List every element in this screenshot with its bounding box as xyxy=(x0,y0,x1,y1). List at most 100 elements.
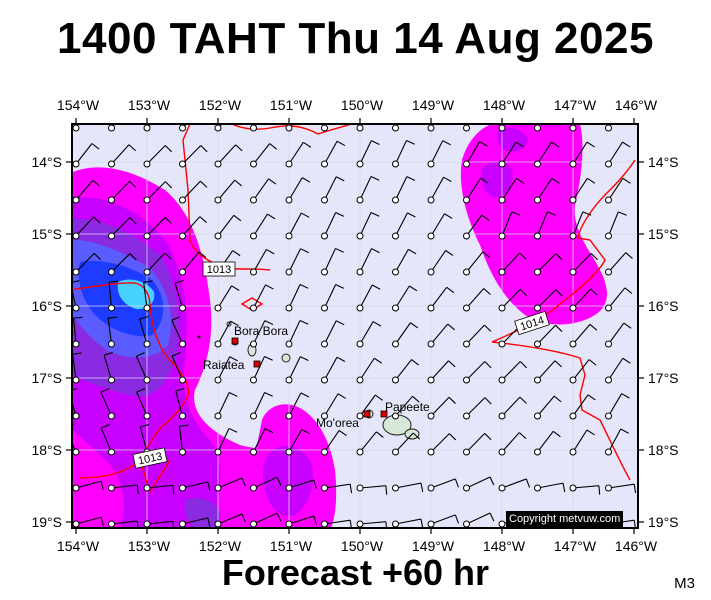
wind-station-circle xyxy=(605,160,612,168)
wind-station-circle xyxy=(605,268,612,276)
wind-station-circle xyxy=(427,232,435,240)
wind-barb-feather xyxy=(376,431,384,438)
wind-station-circle xyxy=(641,269,647,275)
wind-barb-shaft xyxy=(72,441,77,453)
svg-text:148°W: 148°W xyxy=(483,538,526,554)
wind-barb-shaft xyxy=(253,356,266,381)
wind-barb-shaft xyxy=(217,477,243,489)
wind-barb-feather xyxy=(519,396,527,404)
isobar-diamond xyxy=(240,297,264,311)
wind-barb-feather xyxy=(551,141,560,148)
svg-text:149°W: 149°W xyxy=(412,538,455,554)
wind-station-circle xyxy=(179,484,186,492)
wind-station-circle xyxy=(108,340,115,348)
island-huahine xyxy=(281,353,291,363)
wind-station-circle xyxy=(321,268,328,276)
wind-station-circle xyxy=(534,232,541,240)
wind-station-circle xyxy=(72,268,80,276)
wind-barb-shaft xyxy=(430,478,456,489)
wind-barb-feather xyxy=(375,394,383,401)
wind-station-circle xyxy=(285,304,293,312)
wind-barb-feather xyxy=(100,517,104,527)
wind-barb-shaft xyxy=(608,483,635,489)
lon-labels-top: 154°W 153°W 152°W 151°W 150°W 149°W 148°… xyxy=(57,97,658,113)
wind-barb-feather xyxy=(489,476,495,486)
wind-station-circle xyxy=(605,124,612,132)
wind-barb-shaft xyxy=(171,355,184,381)
wind-station-circle xyxy=(179,376,186,384)
wind-barb-feather xyxy=(484,433,492,441)
svg-text:146°W: 146°W xyxy=(615,97,658,113)
wind-barb-feather xyxy=(164,252,172,260)
wind-station-circle xyxy=(463,412,470,420)
wind-barb-shaft xyxy=(359,485,386,489)
wind-barb-feather xyxy=(484,361,492,369)
wind-station-circle xyxy=(392,304,399,312)
wind-barb-shaft xyxy=(288,141,304,165)
forecast-subtitle: Forecast +60 hr xyxy=(221,552,490,593)
wind-barb-feather xyxy=(136,484,139,495)
wind-station-circle xyxy=(321,232,328,240)
wind-barb-feather xyxy=(659,287,666,292)
wind-station-circle xyxy=(179,196,186,204)
wind-barb-shaft xyxy=(501,432,520,453)
svg-text:15°S: 15°S xyxy=(31,226,62,242)
wind-barb-shaft xyxy=(217,144,236,165)
isobar-labels: 1013 1013 1014 xyxy=(132,261,550,469)
wind-station-circle xyxy=(108,232,115,240)
wind-station-circle xyxy=(321,160,328,168)
wind-barb-shaft xyxy=(395,212,408,237)
copyright-notice: Copyright metvuw.com xyxy=(506,511,624,527)
wind-station-circle xyxy=(498,304,506,312)
wind-station-circle xyxy=(534,484,541,492)
rain-band-south xyxy=(248,404,337,528)
wind-barb-shaft xyxy=(253,392,266,417)
wind-station-circle xyxy=(250,196,257,204)
wind-station-circle xyxy=(72,304,80,312)
wind-barb-shaft xyxy=(430,250,447,273)
wind-barbs xyxy=(72,124,666,528)
wind-barb-feather xyxy=(268,178,277,185)
wind-barb-shaft xyxy=(146,217,166,237)
wind-barb-feather xyxy=(300,392,310,398)
wind-station-circle xyxy=(463,268,470,276)
wind-barb-shaft xyxy=(644,393,656,416)
wind-station-circle xyxy=(356,304,364,312)
wind-barb-shaft xyxy=(572,211,584,237)
wind-station-circle xyxy=(143,520,151,528)
wind-station-circle xyxy=(143,232,151,240)
svg-text:154°W: 154°W xyxy=(57,538,100,554)
wind-barb-shaft xyxy=(288,515,314,525)
wind-station-circle xyxy=(214,448,222,456)
wind-barb-shaft xyxy=(501,289,521,309)
wind-station-circle xyxy=(392,412,399,420)
wind-station-circle xyxy=(427,304,435,312)
wind-barb-feather xyxy=(313,515,318,525)
wind-barb-feather xyxy=(200,180,208,188)
wind-station-circle xyxy=(427,160,435,168)
wind-barb-feather xyxy=(179,424,189,427)
wind-barb-shaft xyxy=(253,284,266,309)
wind-station-circle xyxy=(179,304,186,312)
wind-barb-feather xyxy=(103,351,113,356)
wind-barb-shaft xyxy=(572,178,588,201)
wind-barb-shaft xyxy=(288,248,302,273)
label-bora-bora: Bora Bora xyxy=(234,324,288,338)
wind-barb-feather xyxy=(370,175,380,181)
svg-text:19°S: 19°S xyxy=(31,514,62,530)
wind-barb-shaft xyxy=(572,253,592,273)
wind-barb-feather xyxy=(72,352,82,355)
svg-text:16°S: 16°S xyxy=(648,298,679,314)
wind-barb-feather xyxy=(589,323,598,331)
wind-station-circle xyxy=(143,268,151,276)
wind-barb-shaft xyxy=(253,320,266,345)
wind-station-circle xyxy=(214,160,222,168)
wind-station-circle xyxy=(250,304,257,312)
wind-barb-shaft xyxy=(182,251,200,273)
wind-station-circle xyxy=(179,412,186,420)
wind-barb-shaft xyxy=(430,433,450,453)
wind-barb-shaft xyxy=(182,517,208,525)
wind-barb-feather xyxy=(232,250,241,257)
wind-barb-feather xyxy=(371,140,380,146)
svg-text:151°W: 151°W xyxy=(270,97,313,113)
